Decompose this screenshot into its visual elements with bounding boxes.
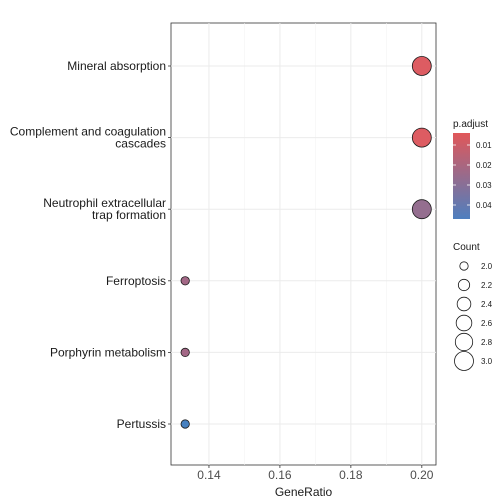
- color-legend-label: 0.01: [476, 141, 492, 150]
- y-tick-label: Ferroptosis: [106, 274, 166, 288]
- y-tick-label: Pertussis: [117, 417, 166, 431]
- count-legend: Count 2.0 2.2 2.4 2.6 2.8 3.0: [453, 242, 493, 371]
- data-point: [411, 199, 432, 220]
- count-legend-label: 3.0: [481, 357, 493, 366]
- count-legend-key: [454, 351, 474, 371]
- count-legend-key: [457, 278, 471, 292]
- x-axis: 0.14 0.16 0.18 0.20: [197, 465, 434, 482]
- y-tick-label: Neutrophil extracellular trap formation: [43, 196, 166, 222]
- count-legend-title: Count: [453, 242, 480, 253]
- data-points: [180, 56, 432, 429]
- data-point: [180, 347, 190, 357]
- x-tick-label: 0.20: [410, 468, 434, 482]
- count-legend-label: 2.0: [481, 262, 493, 271]
- y-tick-label: Porphyrin metabolism: [50, 345, 166, 359]
- count-legend-key: [454, 332, 474, 352]
- color-legend-label: 0.03: [476, 181, 492, 190]
- grid-lines: [171, 23, 436, 465]
- count-legend-key: [455, 314, 473, 332]
- count-legend-key: [459, 261, 469, 271]
- x-tick-label: 0.14: [197, 468, 221, 482]
- count-legend-label: 2.8: [481, 338, 493, 347]
- count-legend-label: 2.2: [481, 281, 493, 290]
- data-point: [180, 276, 190, 286]
- y-tick-label: Complement and coagulation cascades: [10, 125, 166, 151]
- color-legend-label: 0.04: [476, 201, 492, 210]
- data-point: [411, 127, 432, 148]
- count-legend-key: [456, 296, 472, 312]
- count-legend-label: 2.6: [481, 319, 493, 328]
- plot-panel: [170, 22, 437, 466]
- y-tick-label: Mineral absorption: [67, 59, 166, 73]
- count-legend-label: 2.4: [481, 300, 493, 309]
- p-adjust-color-bar: [453, 133, 470, 219]
- x-axis-title: GeneRatio: [275, 485, 333, 499]
- x-tick-label: 0.18: [339, 468, 363, 482]
- p-adjust-legend: p.adjust 0.01 0.02 0.03 0.04: [453, 119, 492, 219]
- p-adjust-legend-title: p.adjust: [453, 119, 488, 130]
- x-tick-label: 0.16: [268, 468, 292, 482]
- color-legend-label: 0.02: [476, 161, 492, 170]
- y-axis: Mineral absorption Complement and coagula…: [10, 59, 171, 431]
- data-point: [180, 419, 190, 429]
- data-point: [411, 56, 432, 76]
